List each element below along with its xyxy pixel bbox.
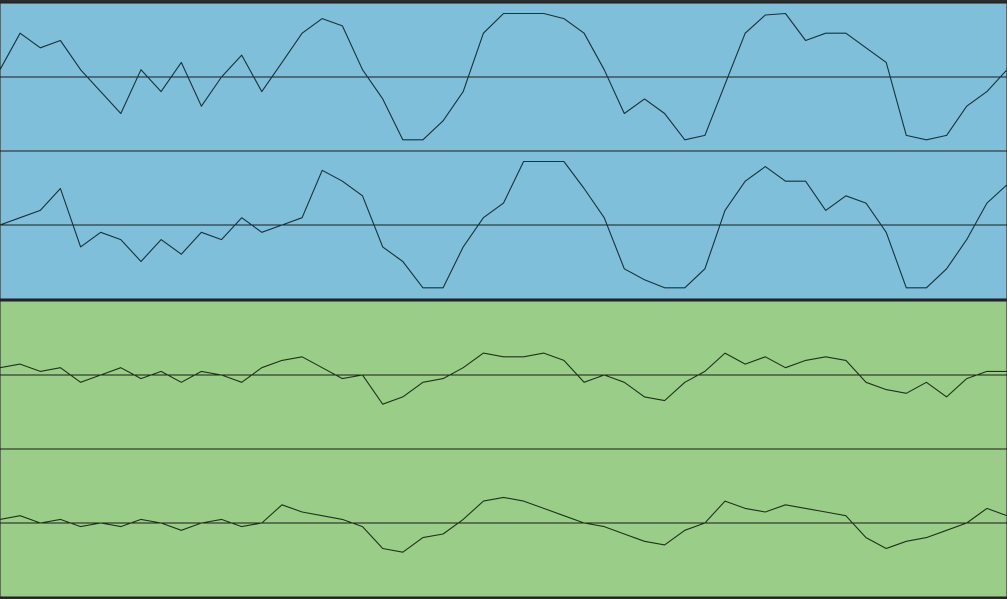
waveform [0,352,1007,405]
waveform [0,12,1007,141]
waveform [0,496,1007,553]
waveform [0,160,1007,289]
